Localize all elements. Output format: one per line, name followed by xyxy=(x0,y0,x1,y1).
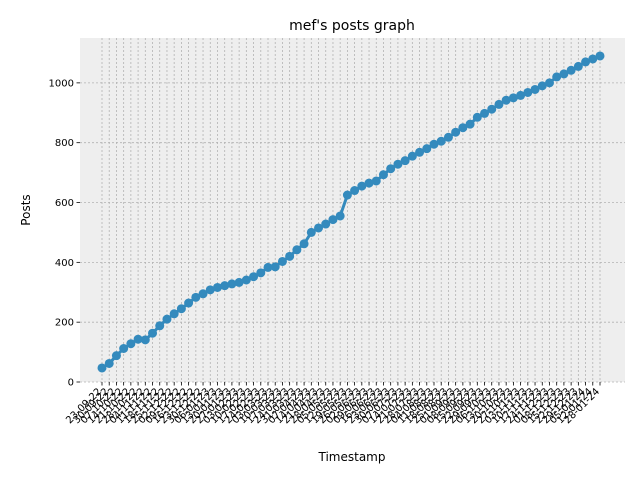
y-axis-label: Posts xyxy=(19,194,33,225)
y-tick-label: 1000 xyxy=(49,78,74,89)
point xyxy=(104,358,114,368)
point xyxy=(537,81,547,91)
point xyxy=(198,289,208,299)
point xyxy=(422,144,432,154)
point xyxy=(371,176,381,186)
point xyxy=(342,190,352,200)
y-tick-label: 600 xyxy=(55,198,74,209)
point xyxy=(588,54,598,64)
point xyxy=(429,139,439,149)
point xyxy=(299,239,309,249)
point xyxy=(97,363,107,373)
point xyxy=(544,78,554,88)
point xyxy=(133,334,143,344)
point xyxy=(350,186,360,196)
point xyxy=(393,159,403,169)
point xyxy=(552,72,562,82)
point xyxy=(314,223,324,233)
point xyxy=(436,136,446,146)
point xyxy=(508,93,518,103)
x-axis-label: Timestamp xyxy=(318,450,386,464)
point xyxy=(357,181,367,191)
point xyxy=(191,292,201,302)
point xyxy=(292,245,302,255)
point xyxy=(516,90,526,100)
point xyxy=(212,282,222,292)
point xyxy=(220,281,230,291)
point xyxy=(256,268,266,278)
point xyxy=(581,57,591,67)
point xyxy=(443,132,453,142)
point xyxy=(472,112,482,122)
point xyxy=(277,256,287,266)
point xyxy=(321,219,331,229)
point xyxy=(241,275,251,285)
point xyxy=(285,251,295,261)
y-tick-label: 0 xyxy=(68,378,74,389)
point xyxy=(328,215,338,225)
point xyxy=(480,108,490,118)
point xyxy=(458,123,468,133)
point xyxy=(501,95,511,105)
point xyxy=(364,178,374,188)
point xyxy=(559,69,569,79)
point xyxy=(451,127,461,137)
point xyxy=(386,164,396,174)
point xyxy=(487,104,497,114)
point xyxy=(530,84,540,94)
point xyxy=(140,335,150,345)
point xyxy=(184,298,194,308)
chart-title: mef's posts graph xyxy=(289,18,415,34)
point xyxy=(249,272,259,282)
point xyxy=(148,328,158,338)
point xyxy=(465,119,475,129)
point xyxy=(573,61,583,71)
point xyxy=(306,227,316,237)
point xyxy=(176,304,186,314)
point xyxy=(407,151,417,161)
point xyxy=(162,314,172,324)
point xyxy=(566,65,576,75)
point xyxy=(595,51,605,61)
point xyxy=(119,343,129,353)
point xyxy=(523,87,533,97)
y-tick-label: 400 xyxy=(55,258,74,269)
point xyxy=(335,211,345,221)
point xyxy=(263,262,273,272)
point xyxy=(400,156,410,166)
y-tick-label: 800 xyxy=(55,138,74,149)
point xyxy=(227,279,237,289)
point xyxy=(111,351,121,361)
point xyxy=(494,99,504,109)
point xyxy=(126,339,136,349)
plot-area xyxy=(80,38,625,382)
point xyxy=(415,147,425,157)
y-tick-label: 200 xyxy=(55,318,74,329)
point xyxy=(155,321,165,331)
point xyxy=(169,309,179,319)
point xyxy=(378,170,388,180)
point xyxy=(270,262,280,272)
point xyxy=(234,277,244,287)
point xyxy=(205,285,215,295)
